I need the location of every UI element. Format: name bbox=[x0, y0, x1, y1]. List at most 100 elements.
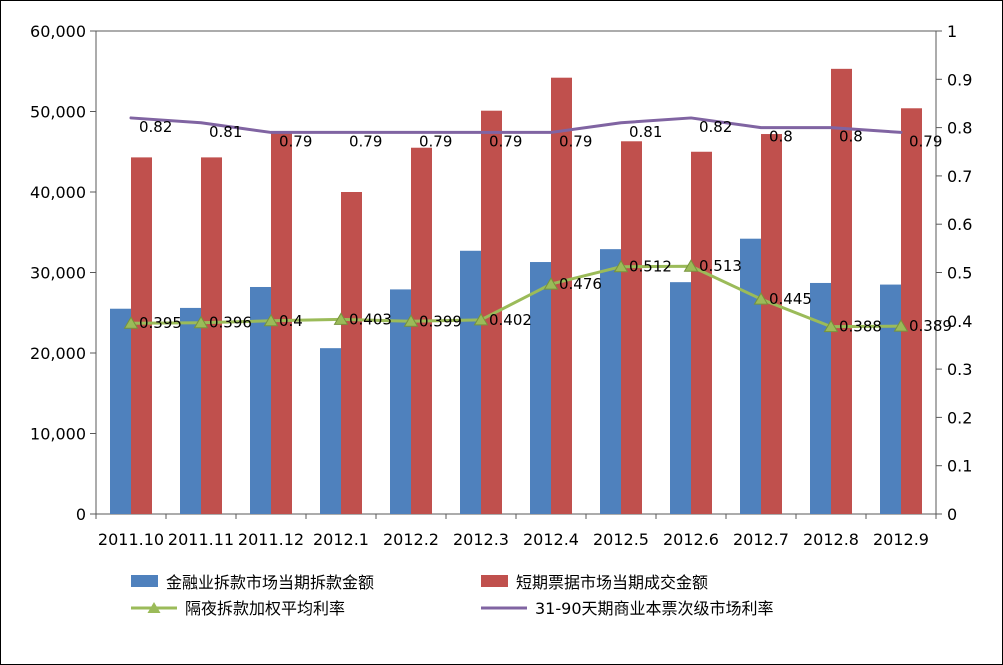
right-axis-tick-label: 0.5 bbox=[947, 264, 972, 283]
bar-interbank-loan-2012.3 bbox=[460, 250, 481, 514]
legend-item-cp-31-90-day-rate: 31-90天期商业本票次级市场利率 bbox=[481, 595, 774, 619]
blue-bar-swatch-rect bbox=[131, 575, 158, 587]
bar-interbank-loan-2011.11 bbox=[180, 307, 201, 514]
bar-short-term-bills-2012.1 bbox=[341, 192, 362, 514]
bar-short-term-bills-2012.3 bbox=[481, 110, 502, 514]
cp-rate-data-label-2012.8: 0.8 bbox=[839, 128, 863, 146]
bar-short-term-bills-2012.4 bbox=[551, 77, 572, 514]
x-axis-category-label: 2012.6 bbox=[663, 530, 719, 549]
green-swatch-triangle bbox=[147, 601, 161, 613]
bar-interbank-loan-2012.6 bbox=[670, 282, 691, 514]
x-axis-category-label: 2012.7 bbox=[733, 530, 789, 549]
bar-interbank-loan-2012.7 bbox=[740, 238, 761, 514]
triangle-marker-2011.10 bbox=[123, 316, 139, 329]
triangle-marker-2012.3 bbox=[473, 312, 489, 326]
cp-31-90-rate-line bbox=[129, 116, 903, 134]
cp-rate-data-label-2012.2: 0.79 bbox=[419, 132, 452, 150]
x-axis-category-label: 2012.5 bbox=[593, 530, 649, 549]
triangle-marker-2012.4 bbox=[543, 277, 559, 290]
red-bar-swatch-rect bbox=[481, 575, 508, 587]
right-axis-tick-label: 0.2 bbox=[947, 408, 972, 427]
left-axis-tick-label: 60,000 bbox=[30, 22, 86, 41]
cp-rate-data-label-2011.11: 0.81 bbox=[209, 123, 242, 141]
overnight-rate-data-label-2012.5: 0.512 bbox=[629, 258, 672, 276]
left-axis-tick-label: 20,000 bbox=[30, 344, 86, 363]
x-axis-category-label: 2012.2 bbox=[383, 530, 439, 549]
overnight-rate-data-label-2012.6: 0.513 bbox=[699, 257, 742, 275]
legend-label-overnight-rate: 隔夜拆款加权平均利率 bbox=[185, 599, 346, 618]
bar-interbank-loan-2011.10 bbox=[110, 308, 131, 514]
bar-short-term-bills-2012.8 bbox=[831, 68, 852, 515]
right-axis-tick-label: 0 bbox=[947, 505, 957, 524]
triangle-marker-2012.8 bbox=[823, 319, 839, 333]
plot-area: 0 10,000 20,000 30,000 40,000 50,000 60,000 0 0.… bbox=[30, 22, 972, 549]
triangle-marker-2012.9 bbox=[893, 319, 909, 332]
bar-interbank-loan-2012.4 bbox=[530, 262, 551, 514]
right-axis-tick-label: 0.6 bbox=[947, 215, 972, 234]
legend-item-interbank-call-loan-amount: 金融业拆款市场当期拆款金额 bbox=[131, 569, 374, 593]
right-axis-tick-label: 0.8 bbox=[947, 119, 972, 138]
cp-rate-data-label-2012.7: 0.8 bbox=[769, 128, 793, 146]
cp-rate-data-label-2012.9: 0.79 bbox=[909, 132, 942, 150]
legend-item-overnight-rate: 隔夜拆款加权平均利率 bbox=[131, 595, 345, 619]
bar-interbank-loan-2011.12 bbox=[250, 286, 271, 514]
green-line-legend-swatch-icon bbox=[131, 601, 177, 613]
right-axis-tick-label: 1 bbox=[947, 22, 957, 41]
x-axis-category-label: 2012.4 bbox=[523, 530, 579, 549]
overnight-rate-data-label-2012.7: 0.445 bbox=[769, 290, 812, 308]
x-axis-category-label: 2011.10 bbox=[98, 530, 164, 549]
overnight-rate-data-label-2012.9: 0.389 bbox=[909, 317, 952, 335]
left-axis-tick-label: 0 bbox=[76, 505, 86, 524]
cp-rate-data-label-2012.4: 0.79 bbox=[559, 132, 592, 150]
cp-rate-data-label-2012.3: 0.79 bbox=[489, 132, 522, 150]
overnight-rate-data-label-2012.4: 0.476 bbox=[559, 275, 602, 293]
cp-rate-data-label-2012.6: 0.82 bbox=[699, 118, 732, 136]
triangle-marker-2011.11 bbox=[193, 315, 209, 329]
overnight-rate-data-label-2011.12: 0.4 bbox=[279, 312, 303, 330]
bar-short-term-bills-2012.5 bbox=[621, 141, 642, 514]
overnight-rate-data-label-2012.3: 0.402 bbox=[489, 311, 532, 329]
overnight-rate-data-label-2011.10: 0.395 bbox=[139, 314, 182, 332]
plot-border bbox=[95, 30, 937, 515]
bar-short-term-bills-2011.10 bbox=[131, 157, 152, 514]
bar-interbank-loan-2012.2 bbox=[390, 289, 411, 514]
cp-rate-data-label-2012.5: 0.81 bbox=[629, 123, 662, 141]
triangle-marker-2011.12 bbox=[263, 313, 279, 327]
cp-rate-data-label-2011.10: 0.82 bbox=[139, 118, 172, 136]
bar-interbank-loan-2012.5 bbox=[600, 249, 621, 514]
x-axis-category-label: 2012.3 bbox=[453, 530, 509, 549]
blue-bar-legend-swatch-icon bbox=[131, 575, 158, 587]
right-axis-tick-label: 0.1 bbox=[947, 457, 972, 476]
purple-line-legend-swatch-icon bbox=[481, 606, 527, 609]
overnight-rate-data-label-2012.2: 0.399 bbox=[419, 312, 462, 330]
legend-label-short-term-bills-amount: 短期票据市场当期成交金额 bbox=[516, 573, 709, 592]
red-bar-legend-swatch-icon bbox=[481, 575, 508, 587]
triangle-marker-2012.2 bbox=[403, 314, 419, 327]
x-axis-category-label: 2012.1 bbox=[313, 530, 369, 549]
overnight-rate-line bbox=[129, 264, 903, 329]
left-axis-tick-label: 50,000 bbox=[30, 103, 86, 122]
bar-short-term-bills-2012.9 bbox=[901, 108, 922, 514]
x-axis-category-label: 2011.12 bbox=[238, 530, 304, 549]
bar-interbank-loan-2012.9 bbox=[880, 284, 901, 514]
right-axis-tick-label: 0.7 bbox=[947, 167, 972, 186]
bar-short-term-bills-2011.12 bbox=[271, 133, 292, 515]
legend-label-cp-31-90-day-rate: 31-90天期商业本票次级市场利率 bbox=[535, 599, 774, 618]
left-axis-tick-label: 30,000 bbox=[30, 264, 86, 283]
triangle-marker-2012.7 bbox=[753, 292, 769, 305]
bar-interbank-loan-2012.1 bbox=[320, 348, 341, 514]
triangle-marker-2012.1 bbox=[333, 312, 349, 325]
x-axis-category-label: 2012.9 bbox=[873, 530, 929, 549]
right-axis-tick-label: 0.3 bbox=[947, 360, 972, 379]
overnight-rate-data-label-2012.8: 0.388 bbox=[839, 318, 882, 336]
triangle-marker-2012.5 bbox=[613, 259, 629, 273]
left-axis-tick-label: 10,000 bbox=[30, 425, 86, 444]
bar-interbank-loan-2012.8 bbox=[810, 282, 831, 514]
right-axis-tick-label: 0.9 bbox=[947, 70, 972, 89]
legend-label-interbank-call-loan-amount: 金融业拆款市场当期拆款金额 bbox=[166, 573, 375, 592]
x-axis-category-label: 2011.11 bbox=[168, 530, 234, 549]
bar-short-term-bills-2011.11 bbox=[201, 157, 222, 514]
bar-short-term-bills-2012.7 bbox=[761, 134, 782, 515]
left-axis-tick-label: 40,000 bbox=[30, 183, 86, 202]
